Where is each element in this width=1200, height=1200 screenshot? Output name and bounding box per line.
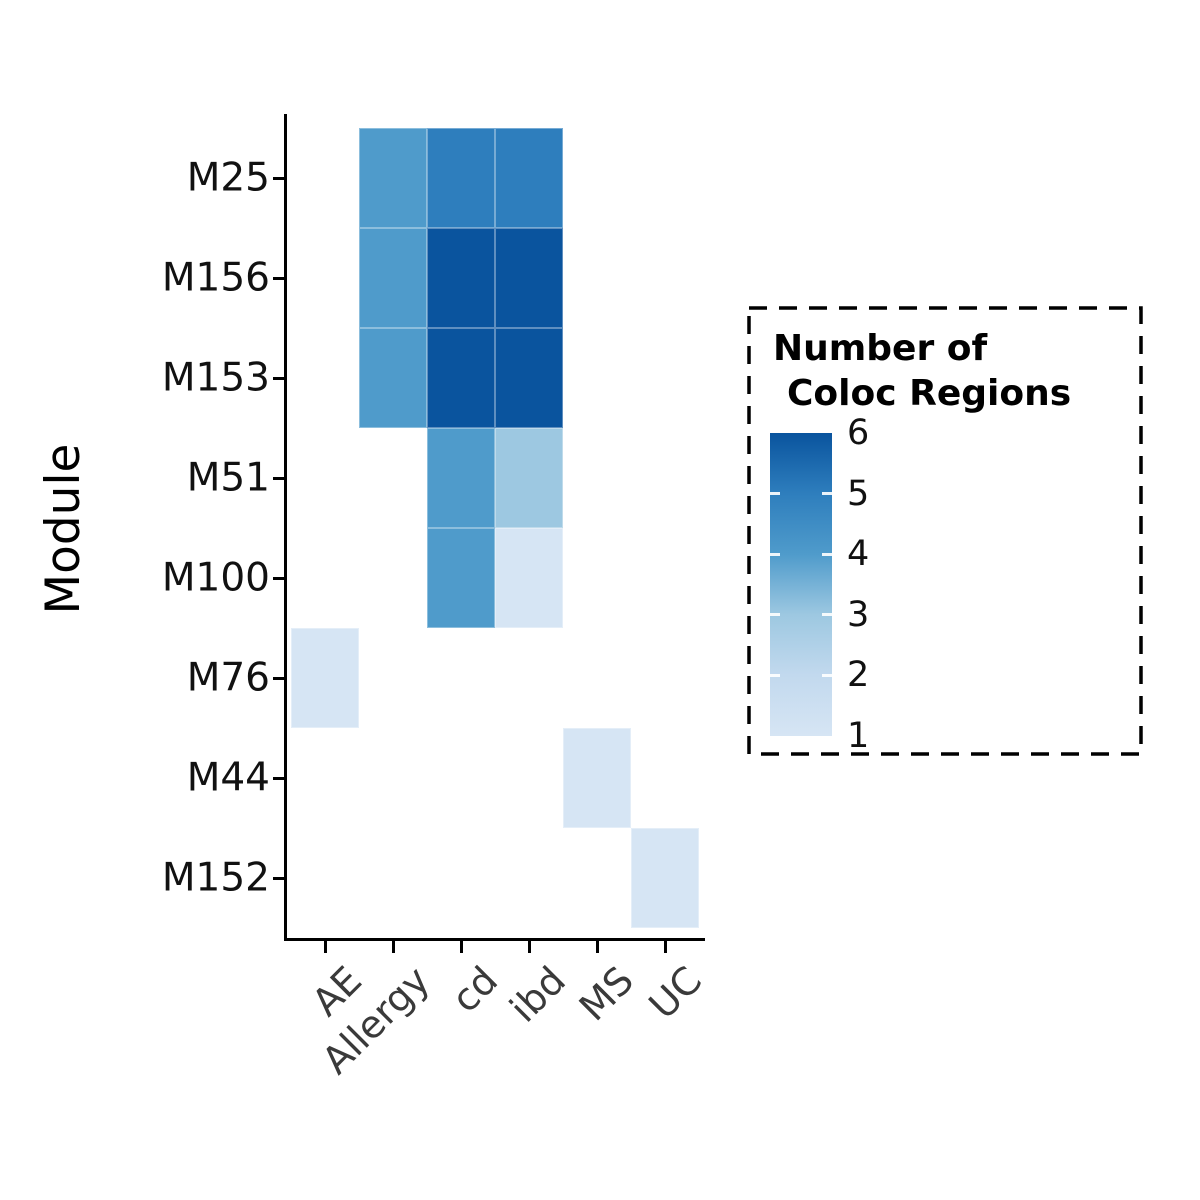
y-tick-label-M51: M51 bbox=[186, 455, 270, 501]
heatmap-cell-M51-cd bbox=[427, 428, 495, 528]
legend-tick-mark bbox=[770, 673, 780, 677]
heatmap-cell-M153-cd bbox=[427, 328, 495, 428]
heatmap-cell-M100-ibd bbox=[495, 528, 563, 628]
y-tick-mark bbox=[273, 176, 285, 180]
heatmap-cell-M152-UC bbox=[631, 828, 699, 928]
heatmap-cell-M25-Allergy bbox=[359, 128, 427, 228]
legend-title: Number of bbox=[773, 328, 988, 369]
y-axis-line bbox=[284, 114, 287, 941]
x-tick-mark bbox=[323, 941, 327, 953]
x-tick-mark bbox=[527, 941, 531, 953]
heatmap-cell-M25-cd bbox=[427, 128, 495, 228]
heatmap-cell-M51-ibd bbox=[495, 428, 563, 528]
legend-dashed-border bbox=[747, 306, 1143, 756]
legend-title-line2: Coloc Regions bbox=[787, 373, 1072, 414]
x-tick-mark bbox=[595, 941, 599, 953]
legend-tick-label-2: 2 bbox=[847, 655, 870, 696]
y-tick-label-M153: M153 bbox=[161, 355, 270, 401]
y-tick-mark bbox=[273, 376, 285, 380]
y-tick-label-M100: M100 bbox=[161, 555, 270, 601]
x-axis-line bbox=[284, 938, 705, 941]
legend-tick-label-6: 6 bbox=[847, 413, 870, 453]
x-tick-mark bbox=[663, 941, 667, 953]
y-tick-label-M152: M152 bbox=[161, 855, 270, 901]
legend-tick-mark bbox=[770, 613, 780, 617]
heatmap-cell-M153-Allergy bbox=[359, 328, 427, 428]
heatmap-cell-M156-Allergy bbox=[359, 228, 427, 328]
legend-box: Number of Coloc Regions 6 5 4 3 2 1 bbox=[747, 306, 1143, 756]
heatmap-cell-M153-ibd bbox=[495, 328, 563, 428]
y-tick-mark bbox=[273, 576, 285, 580]
legend-tick-mark bbox=[770, 492, 780, 496]
legend-tick-label-4: 4 bbox=[847, 534, 870, 575]
legend-tick-mark bbox=[822, 613, 832, 617]
legend-tick-mark bbox=[770, 552, 780, 556]
y-tick-label-M44: M44 bbox=[186, 755, 270, 801]
legend-tick-mark bbox=[822, 673, 832, 677]
y-tick-mark bbox=[273, 776, 285, 780]
y-tick-label-M25: M25 bbox=[186, 155, 270, 201]
legend-tick-mark bbox=[822, 492, 832, 496]
legend-tick-label-5: 5 bbox=[847, 473, 870, 514]
y-tick-mark bbox=[273, 276, 285, 280]
heatmap-cell-M156-cd bbox=[427, 228, 495, 328]
heatmap-cell-M25-ibd bbox=[495, 128, 563, 228]
y-tick-label-M156: M156 bbox=[161, 255, 270, 301]
legend-tick-label-1: 1 bbox=[847, 716, 870, 756]
heatmap-cell-M76-AE bbox=[291, 628, 359, 728]
x-tick-mark bbox=[459, 941, 463, 953]
x-tick-mark bbox=[391, 941, 395, 953]
legend-tick-label-3: 3 bbox=[847, 594, 870, 635]
y-tick-mark bbox=[273, 476, 285, 480]
heatmap-cell-M44-MS bbox=[563, 728, 631, 828]
heatmap-cell-M156-ibd bbox=[495, 228, 563, 328]
y-tick-mark bbox=[273, 676, 285, 680]
legend-tick-mark bbox=[822, 552, 832, 556]
y-tick-label-M76: M76 bbox=[186, 655, 270, 701]
legend-gradient-bar bbox=[770, 433, 832, 736]
heatmap-cell-M100-cd bbox=[427, 528, 495, 628]
y-tick-mark bbox=[273, 876, 285, 880]
